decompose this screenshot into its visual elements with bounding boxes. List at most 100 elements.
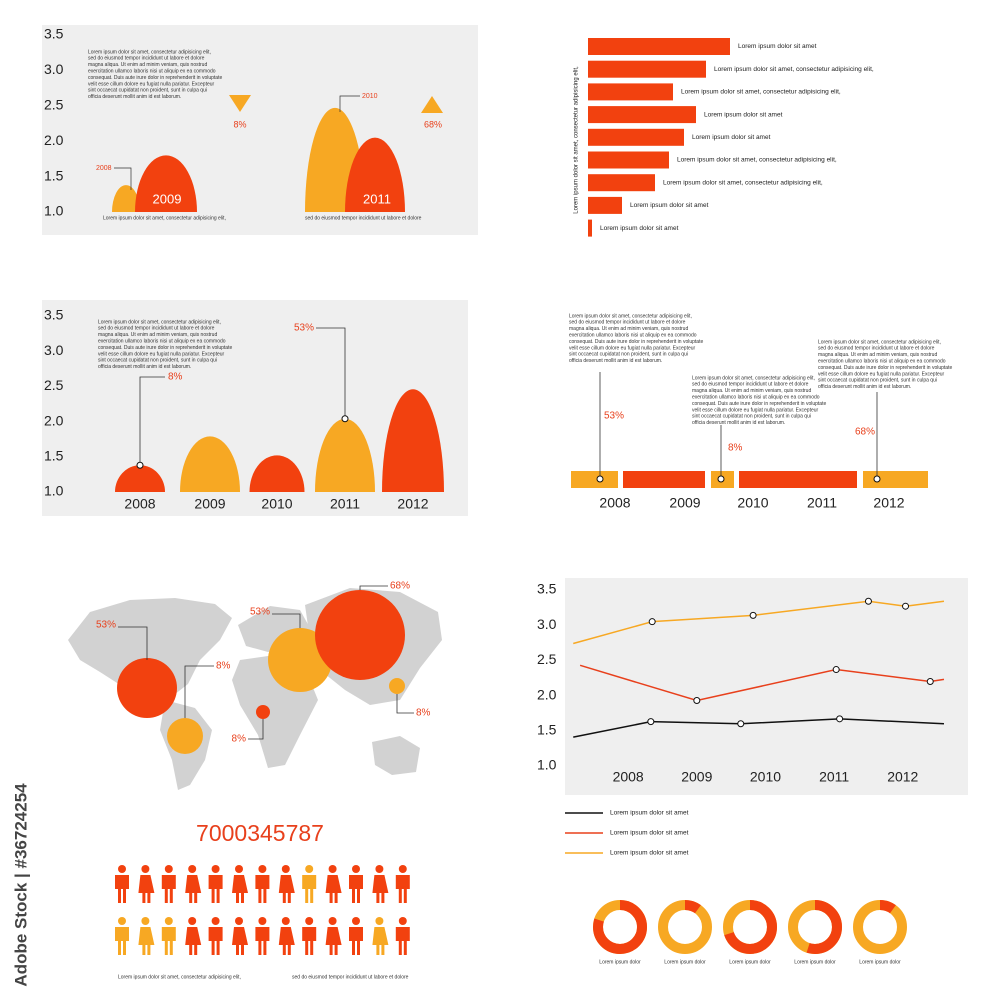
person	[208, 875, 223, 903]
paragraph-line: consequat. Duis aute irure dolor in repr…	[88, 75, 222, 81]
person	[115, 927, 129, 955]
bubble	[389, 678, 405, 694]
x-tick-label: 2009	[669, 495, 700, 511]
population: 7000345787	[196, 820, 324, 846]
donut-ring	[658, 900, 712, 954]
person	[255, 927, 270, 955]
bar-label: Lorem ipsum dolor sit amet	[704, 111, 783, 118]
person	[302, 875, 317, 903]
person-head	[188, 917, 197, 925]
donut-slice	[658, 900, 712, 954]
annotation: 8%	[233, 119, 246, 129]
person-head	[164, 865, 173, 873]
line	[573, 600, 945, 645]
person	[349, 875, 363, 903]
peak	[315, 418, 375, 492]
paragraph-line: sed do eiusmod tempor incididunt ut labo…	[98, 326, 215, 332]
x-tick-label: 2008	[124, 496, 155, 512]
x-tick-label: 2008	[599, 495, 630, 511]
bar	[588, 106, 696, 124]
bar-label: Lorem ipsum dolor sit amet	[692, 134, 771, 141]
bubble	[315, 590, 405, 680]
paragraph-line: magna aliqua. Ut enim ad minim veniam, q…	[98, 332, 217, 338]
axis-label: Lorem ipsum dolor sit amet, consectetur …	[574, 66, 580, 214]
bar	[588, 60, 706, 78]
leader	[339, 95, 360, 112]
peak	[112, 185, 140, 212]
annotation: 8%	[216, 661, 231, 672]
paragraph-line: magna aliqua. Ut enim ad minim veniam, q…	[88, 62, 207, 68]
bubble	[256, 705, 270, 719]
bar	[588, 219, 592, 237]
y-tick-label: 1.5	[537, 722, 557, 738]
bar-label: Lorem ipsum dolor sit amet	[738, 43, 817, 50]
paragraph-line: consequat. Duis aute irure dolor in repr…	[569, 339, 703, 345]
person-head	[328, 917, 337, 925]
point	[648, 618, 656, 626]
marker	[136, 461, 144, 469]
peak	[135, 155, 197, 212]
person	[138, 927, 155, 955]
y-tick-label: 3.5	[44, 307, 64, 323]
paragraph-line: sint occaecat cupidatat non proident, su…	[569, 352, 688, 358]
person-head	[352, 865, 360, 873]
person-head	[352, 917, 360, 925]
paragraph-line: consequat. Duis aute irure dolor in repr…	[98, 345, 232, 351]
paragraph-line: officia deserunt mollit anim id est labo…	[98, 364, 191, 370]
point	[737, 720, 745, 728]
peak	[382, 389, 444, 492]
leader	[396, 694, 414, 714]
person	[185, 875, 202, 903]
y-tick-label: 2.0	[44, 412, 64, 428]
point	[864, 597, 872, 605]
donut-slice	[593, 900, 647, 954]
person-head	[305, 917, 314, 925]
leader	[184, 665, 214, 718]
x-tick-label: 2009	[194, 496, 225, 512]
bar-label: Lorem ipsum dolor sit amet, consectetur …	[677, 157, 837, 164]
annotation: 53%	[96, 620, 116, 631]
bubble	[167, 718, 203, 754]
paragraph-line: officia deserunt mollit anim id est labo…	[692, 420, 785, 426]
paragraph-line: exercitation ullamco laboris nisi ut ali…	[98, 339, 226, 345]
leader	[359, 585, 388, 590]
paragraph-line: magna aliqua. Ut enim ad minim veniam, q…	[818, 352, 937, 358]
triangle	[229, 95, 251, 112]
person	[395, 875, 410, 903]
bar	[588, 196, 622, 214]
paragraph-line: sint occaecat cupidatat non proident, su…	[88, 88, 207, 94]
point	[836, 715, 844, 723]
person-head	[281, 865, 290, 873]
annotation: 68%	[855, 427, 875, 438]
paragraph-line: officia deserunt mollit anim id est labo…	[88, 94, 181, 100]
timeline-segment	[571, 471, 618, 488]
leader	[316, 327, 346, 419]
y-tick-label: 3.0	[44, 342, 64, 358]
point	[902, 602, 910, 610]
person	[232, 927, 248, 955]
paragraph-line: velit esse cillum dolore eu fugiat nulla…	[98, 351, 225, 357]
person	[138, 875, 155, 903]
person-head	[235, 865, 243, 873]
legend-label: Lorem ipsum dolor sit amet	[610, 810, 689, 817]
peak	[249, 455, 305, 492]
paragraph-line: exercitation ullamco laboris nisi ut ali…	[88, 69, 216, 75]
annotation: 8%	[728, 443, 743, 454]
timeline-segment	[863, 471, 928, 488]
person	[185, 927, 202, 955]
person-head	[235, 917, 243, 925]
donut-slice	[788, 900, 842, 954]
donut-label: Lorem ipsum dolor	[859, 959, 901, 965]
paragraph-line: magna aliqua. Ut enim ad minim veniam, q…	[692, 388, 811, 394]
person-head	[281, 917, 290, 925]
x-tick-label: 2011	[330, 496, 360, 512]
paragraph-line: Lorem ipsum dolor sit amet, consectetur …	[98, 319, 221, 325]
bar-label: Lorem ipsum dolor sit amet, consectetur …	[681, 89, 841, 96]
point	[832, 666, 840, 674]
point	[693, 697, 701, 705]
person-head	[258, 917, 267, 925]
paragraph-line: sed do eiusmod tempor incididunt ut labo…	[569, 320, 686, 326]
continent	[68, 598, 232, 700]
annotation: 8%	[168, 372, 183, 383]
